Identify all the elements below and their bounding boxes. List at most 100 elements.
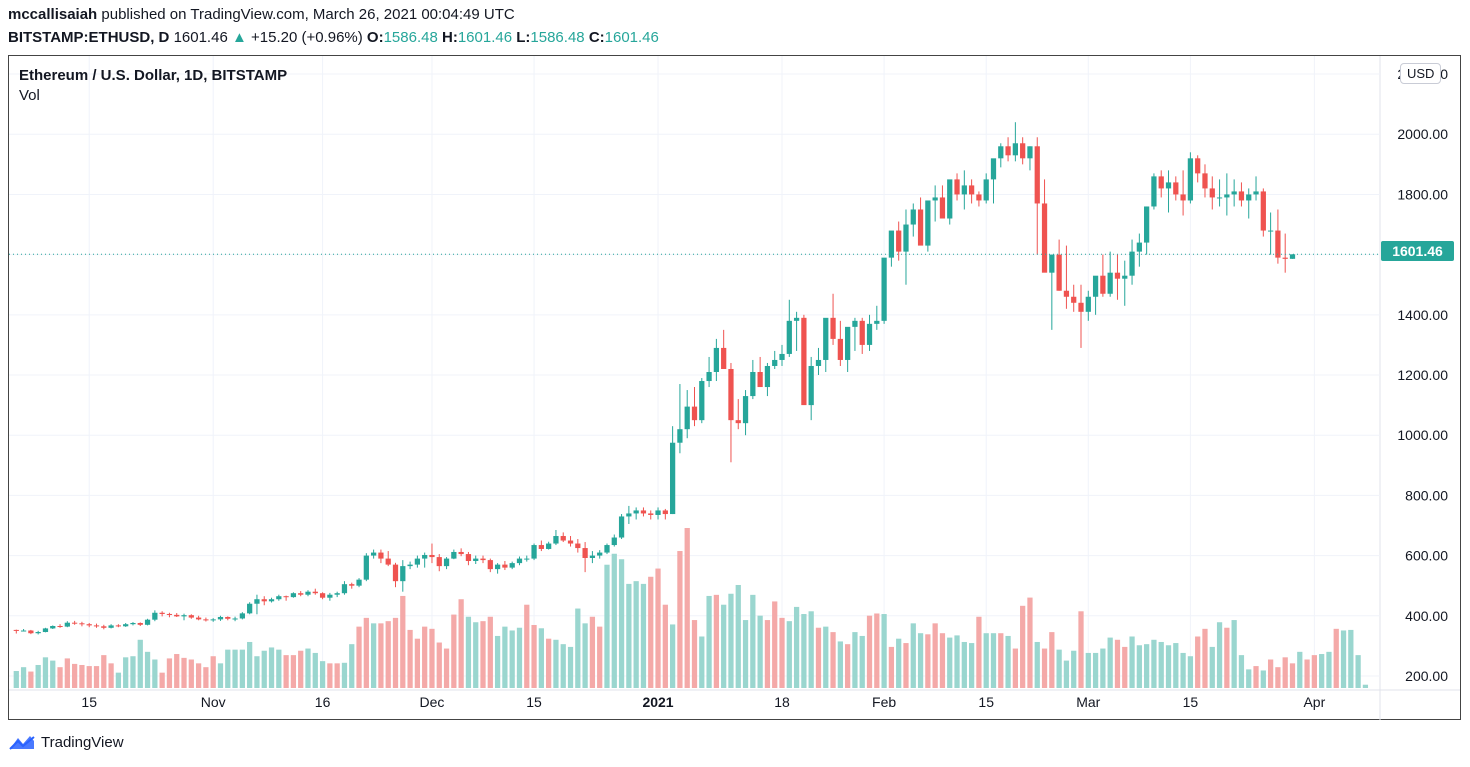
x-tick-label: Feb (872, 694, 896, 710)
volume-bar (611, 553, 617, 688)
volume-bar (1231, 620, 1237, 688)
candle-body (910, 209, 916, 225)
volume-bar (1056, 649, 1062, 688)
volume-bar (210, 656, 216, 688)
volume-bar (1071, 650, 1077, 688)
chart-legend: Ethereum / U.S. Dollar, 1D, BITSTAMP Vol (19, 67, 287, 104)
candle-body (1092, 275, 1099, 297)
x-tick-label: Dec (420, 694, 445, 710)
candle-body (1129, 251, 1135, 276)
currency-badge[interactable]: USD (1400, 63, 1442, 84)
volume-bar (392, 617, 399, 688)
candle-body (903, 224, 909, 252)
candle-body (1158, 176, 1164, 189)
volume-bar (451, 614, 457, 688)
candle-body (516, 558, 523, 564)
volume-bar (465, 616, 472, 688)
candle-body (1020, 143, 1026, 159)
candle-body (1027, 146, 1033, 159)
volume-bar (1180, 652, 1186, 688)
candle-body (691, 406, 698, 421)
candle-body (414, 558, 421, 565)
candle-body (57, 626, 63, 628)
candle-body (276, 596, 282, 600)
candle-body (801, 317, 807, 406)
candle-body (79, 623, 85, 625)
volume-bar (852, 632, 858, 688)
volume-bar (896, 638, 902, 688)
y-tick-label: 1200.00 (1397, 367, 1448, 383)
x-tick-label: 16 (315, 694, 331, 710)
volume-bar (188, 659, 194, 688)
volume-bar (757, 615, 763, 688)
volume-bar (1078, 611, 1084, 688)
candle-body (247, 603, 253, 614)
volume-bar (327, 663, 333, 688)
volume-bar (961, 641, 967, 688)
candle-body (1114, 272, 1121, 279)
candle-body (50, 626, 56, 629)
x-tick-label: 15 (526, 694, 542, 710)
candle-body (1107, 272, 1113, 294)
volume-bar (1326, 651, 1332, 688)
volume-bar (283, 655, 289, 688)
volume-bar (1216, 622, 1223, 688)
x-tick-label: 15 (978, 694, 994, 710)
volume-bar (560, 644, 566, 688)
candle-body (793, 317, 800, 321)
volume-bar (50, 660, 56, 688)
candle-body (954, 179, 960, 195)
volume-bar (589, 616, 596, 688)
volume-bar (181, 657, 187, 688)
candle-body (232, 618, 238, 620)
volume-bar (1355, 655, 1361, 688)
candle-body (604, 545, 610, 553)
candle-body (509, 563, 515, 568)
author-name[interactable]: mccallisaiah (8, 6, 98, 23)
candle-body (823, 317, 829, 360)
volume-bar (1289, 663, 1296, 688)
volume-bar (648, 576, 654, 688)
tradingview-brand[interactable]: TradingView (8, 733, 124, 751)
volume-bar (1348, 629, 1354, 688)
low-value: 1586.48 (530, 29, 585, 46)
volume-bar (1100, 648, 1106, 688)
candle-body (764, 365, 771, 388)
volume-bar (662, 604, 668, 688)
volume-bar (290, 655, 297, 688)
volume-bar (524, 604, 530, 688)
volume-bar (1107, 637, 1113, 688)
candle-body (699, 381, 705, 421)
volume-bar (494, 635, 501, 688)
candle-body (28, 630, 34, 634)
volume-bar (553, 639, 559, 688)
candle-body (706, 372, 712, 382)
candle-body (932, 197, 938, 201)
candle-body (1034, 146, 1040, 204)
chart-frame (8, 55, 1461, 720)
candle-body (378, 552, 384, 559)
candle-body (371, 552, 377, 556)
candle-body (1187, 158, 1194, 201)
candle-body (465, 554, 472, 561)
volume-bar (1092, 652, 1099, 688)
candle-body (72, 622, 78, 624)
volume-bar (137, 639, 143, 688)
volume-bar (954, 635, 960, 688)
candle-body (494, 564, 501, 570)
candle-body (874, 320, 880, 324)
volume-bar (42, 657, 49, 688)
candle-body (174, 614, 180, 617)
volume-bar (677, 551, 683, 688)
volume-bar (217, 663, 224, 688)
volume-bar (575, 608, 581, 688)
candle-body (742, 396, 749, 424)
volume-bar (1209, 646, 1215, 688)
candle-body (1224, 194, 1230, 198)
candle-body (998, 146, 1004, 159)
volume-bar (101, 655, 107, 688)
candle-body (181, 615, 187, 617)
volume-bar (1041, 648, 1048, 688)
volume-bar (487, 616, 493, 688)
